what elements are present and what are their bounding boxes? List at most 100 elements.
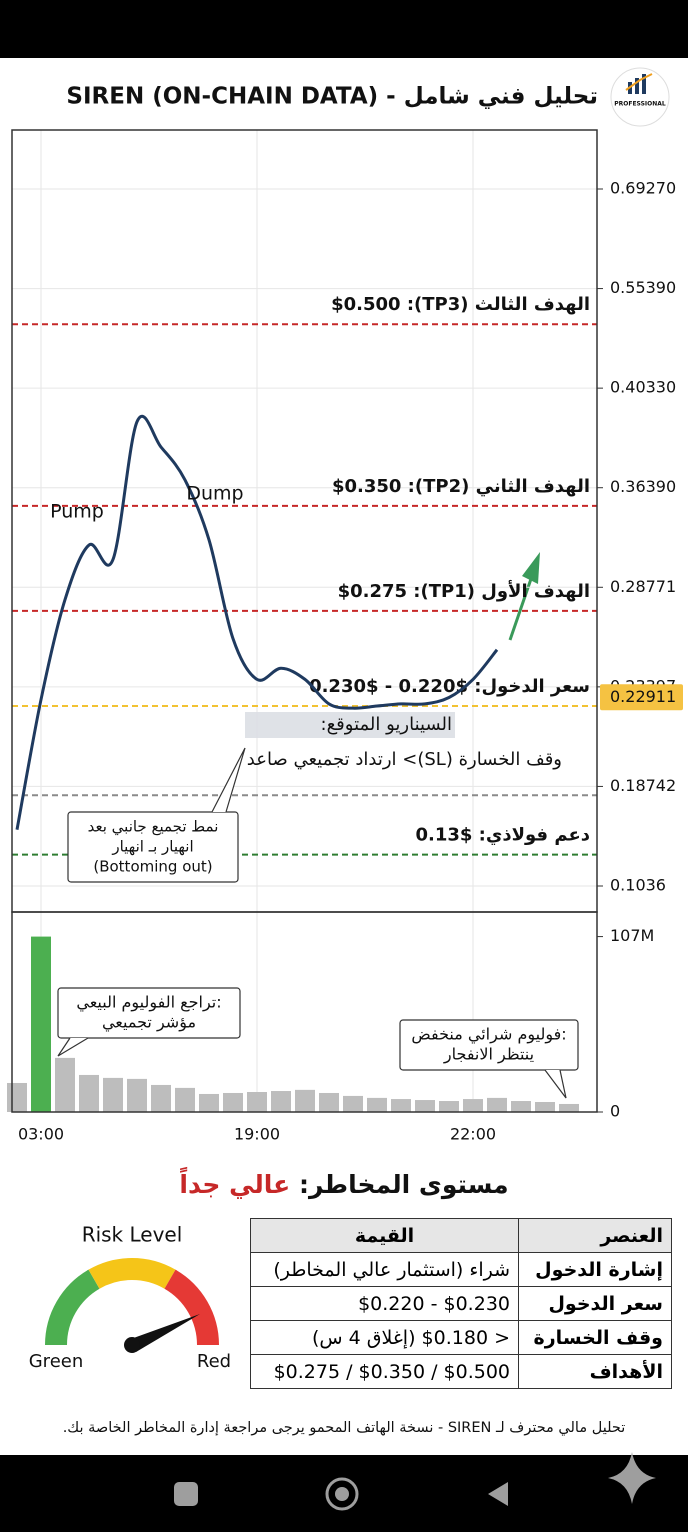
annotation-text: مؤشر تجميعي xyxy=(102,1013,196,1033)
volume-bar xyxy=(199,1093,219,1112)
nav-home[interactable] xyxy=(325,1477,359,1511)
volume-bar xyxy=(367,1097,387,1112)
y-tick-label: 0.36390 xyxy=(610,477,676,496)
annotation-box xyxy=(67,811,239,883)
volume-panel xyxy=(11,911,598,1113)
volume-bar xyxy=(103,1077,123,1112)
annotation-text: Pump xyxy=(50,501,104,523)
table-cell: القيمة xyxy=(250,1218,519,1253)
annotation-box xyxy=(399,1019,579,1071)
volume-bar xyxy=(511,1101,531,1112)
volume-bar xyxy=(151,1084,171,1112)
volume-bar xyxy=(415,1100,435,1112)
annotation-pointer xyxy=(544,1069,567,1099)
price-line xyxy=(15,414,499,830)
y-tick-label: 0.55390 xyxy=(610,278,676,297)
arrow xyxy=(508,575,534,641)
gauge-arc xyxy=(45,1269,100,1346)
nav-home-dot xyxy=(335,1487,349,1501)
x-tick-label: 03:00 xyxy=(18,1125,64,1144)
annotation-text: (Bottoming out) xyxy=(93,858,212,876)
annotation-text: ينتظر الانفجار xyxy=(443,1045,534,1065)
assistant-icon[interactable] xyxy=(608,1452,656,1504)
table-row: الأهداف $0.275 / $0.350 / $0.500 xyxy=(250,1354,672,1389)
y-tick-label: 0 xyxy=(610,1102,620,1121)
volume-bar xyxy=(295,1089,315,1112)
annotation-text: السيناريو المتوقع: xyxy=(321,714,452,735)
gauge-needle xyxy=(128,1314,200,1352)
gauge-arc xyxy=(88,1258,176,1289)
table-cell: الأهداف xyxy=(518,1354,672,1389)
level-label: دعم فولاذي: $0.13 xyxy=(415,825,590,846)
current-price-label: 0.22911 xyxy=(610,687,676,706)
scenario-zone xyxy=(245,712,455,738)
volume-bar xyxy=(559,1103,579,1112)
volume-bar xyxy=(535,1102,555,1112)
risk-value: عالي جداً xyxy=(179,1167,290,1199)
annotation-pointer xyxy=(57,1037,89,1057)
footer-note: تحليل مالي محترف لـ SIREN - نسخة الهاتف … xyxy=(63,1420,626,1436)
page-title: تحليل فني شامل - SIREN (ON-CHAIN DATA) xyxy=(66,84,598,110)
logo-bar xyxy=(642,74,646,94)
arrow-head xyxy=(522,552,540,584)
logo-arrow xyxy=(625,73,653,91)
gauge-hub xyxy=(124,1337,140,1353)
table-cell: $0.275 / $0.350 / $0.500 xyxy=(250,1354,519,1389)
volume-bar xyxy=(439,1101,459,1112)
annotation-pointer xyxy=(211,747,246,813)
annotation-text: نمط تجميع جانبي بعد xyxy=(88,818,219,837)
level-label: الهدف الثاني (TP2): $0.350 xyxy=(332,476,590,497)
annotation-box xyxy=(57,987,241,1039)
volume-bar xyxy=(487,1097,507,1112)
volume-bar xyxy=(7,1082,27,1112)
y-tick-label: 0.1036 xyxy=(610,876,666,895)
table-row: سعر الدخول $0.220 - $0.230 xyxy=(250,1286,672,1321)
annotation-text: Dump xyxy=(186,483,243,505)
volume-bar xyxy=(271,1091,291,1112)
y-tick-label: 0.18742 xyxy=(610,776,676,795)
risk-title: مستوى المخاطر: عالي جداً xyxy=(179,1167,508,1200)
volume-bar xyxy=(127,1078,147,1112)
annotation-text: فوليوم شرائي منخفض: xyxy=(411,1025,566,1045)
level-label: الهدف الأول (TP1): $0.275 xyxy=(338,580,590,602)
table-cell: سعر الدخول xyxy=(518,1286,672,1321)
nav-recents[interactable] xyxy=(174,1482,198,1506)
logo-bar xyxy=(635,78,639,94)
x-tick-label: 22:00 xyxy=(450,1125,496,1144)
level-label: الهدف الثالث (TP3): $0.500 xyxy=(331,294,590,315)
risk-label: مستوى المخاطر: xyxy=(299,1170,509,1200)
annotation-text: تراجع الفوليوم البيعي: xyxy=(76,993,221,1013)
volume-bar xyxy=(247,1092,267,1112)
table-cell: وقف الخسارة xyxy=(518,1320,672,1355)
status-bar xyxy=(0,0,688,58)
table-cell: شراء (استثمار عالي المخاطر) xyxy=(250,1252,519,1287)
logo xyxy=(610,67,670,127)
volume-bar xyxy=(463,1099,483,1112)
volume-bar xyxy=(343,1095,363,1112)
y-tick-label: 107M xyxy=(610,926,654,945)
volume-bar xyxy=(319,1092,339,1112)
table-cell: العنصر xyxy=(518,1218,672,1253)
volume-bar xyxy=(55,1057,75,1112)
nav-back[interactable] xyxy=(488,1482,508,1506)
y-tick-label: 0.28771 xyxy=(610,577,676,596)
volume-bar xyxy=(79,1074,99,1112)
volume-bar xyxy=(175,1087,195,1112)
y-tick-label: 0.69270 xyxy=(610,179,676,198)
gauge-title: Risk Level xyxy=(82,1223,183,1247)
table-cell: $0.220 - $0.230 xyxy=(250,1286,519,1321)
level-label: سعر الدخول: $0.220 - $0.230 xyxy=(309,676,590,697)
x-tick-label: 19:00 xyxy=(234,1125,280,1144)
table-row: وقف الخسارة < $0.180 (إغلاق 4 س) xyxy=(250,1320,672,1355)
current-price-tag xyxy=(600,684,683,711)
y-tick-label: 0.40330 xyxy=(610,378,676,397)
volume-bar xyxy=(391,1099,411,1112)
gauge-high-label: Red xyxy=(197,1351,231,1372)
table-cell: إشارة الدخول xyxy=(518,1252,672,1287)
volume-bar xyxy=(223,1092,243,1112)
table-row: العنصر القيمة xyxy=(250,1218,672,1253)
gauge-low-label: Green xyxy=(29,1351,84,1372)
volume-bar xyxy=(31,936,51,1112)
